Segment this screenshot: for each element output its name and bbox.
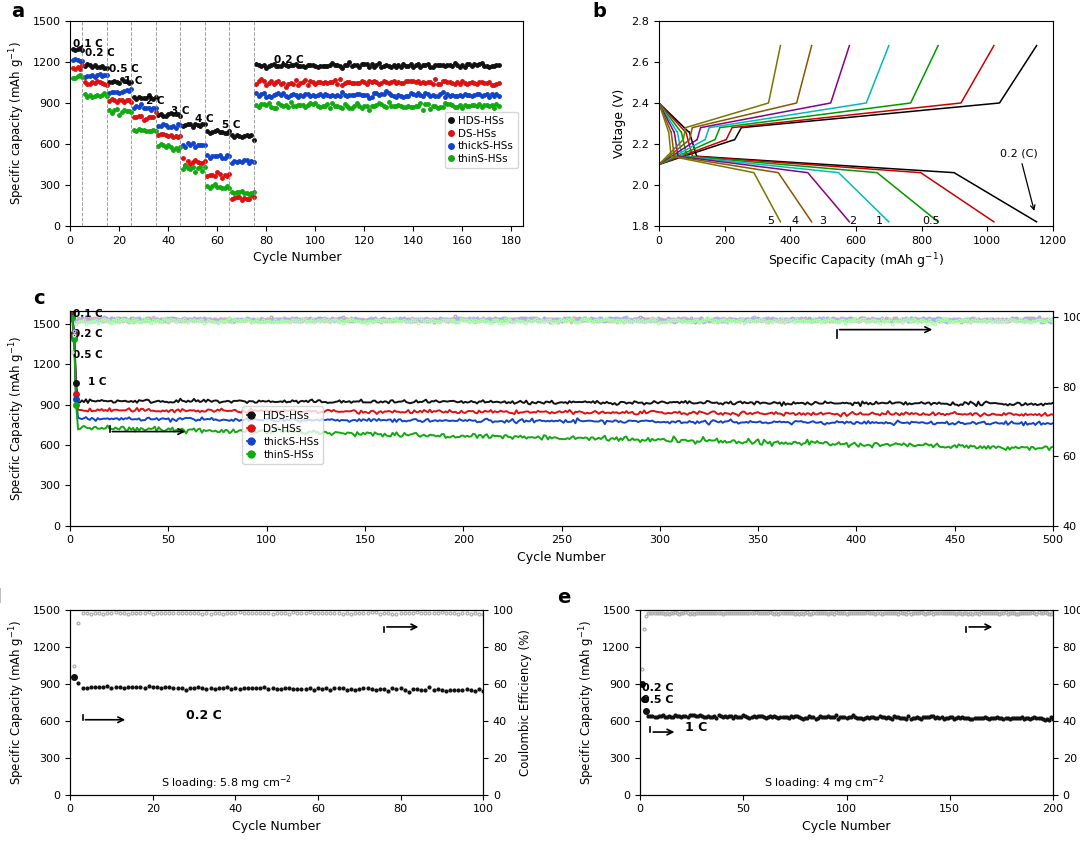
Y-axis label: Specific Capacity (mAh g$^{-1}$): Specific Capacity (mAh g$^{-1}$) (577, 620, 596, 785)
Text: 0.2 (C): 0.2 (C) (1000, 148, 1038, 209)
Text: S loading: 5.8 mg cm$^{-2}$: S loading: 5.8 mg cm$^{-2}$ (161, 773, 292, 791)
X-axis label: Specific Capacity (mAh g$^{-1}$): Specific Capacity (mAh g$^{-1}$) (768, 251, 944, 271)
Y-axis label: Specific capacity (mAh g$^{-1}$): Specific capacity (mAh g$^{-1}$) (8, 41, 27, 205)
Y-axis label: Coulombic Efficiency (%): Coulombic Efficiency (%) (519, 629, 532, 776)
Text: 2 C: 2 C (146, 96, 164, 106)
Text: 0.2 C: 0.2 C (273, 55, 303, 65)
Text: 0.5 C: 0.5 C (643, 695, 674, 705)
Text: 4 C: 4 C (195, 114, 214, 124)
Text: 1 C: 1 C (686, 721, 707, 734)
Text: a: a (11, 2, 25, 21)
Legend: HDS-HSs, DS-HSs, thickS-HSs, thinS-HSs: HDS-HSs, DS-HSs, thickS-HSs, thinS-HSs (445, 112, 518, 168)
Text: 1: 1 (876, 216, 882, 226)
Legend: HDS-HSs, DS-HSs, thickS-HSs, thinS-HSs: HDS-HSs, DS-HSs, thickS-HSs, thinS-HSs (243, 406, 323, 464)
X-axis label: Cycle Number: Cycle Number (517, 551, 606, 564)
Text: 0.5: 0.5 (922, 216, 941, 226)
Text: 5 C: 5 C (222, 120, 241, 130)
Text: 1 C: 1 C (124, 76, 143, 86)
Text: 0.5 C: 0.5 C (73, 351, 103, 360)
Text: 0.2 C: 0.2 C (643, 684, 674, 694)
Text: 3 C: 3 C (171, 106, 189, 116)
Text: 5: 5 (767, 216, 774, 226)
Text: 0.2 C: 0.2 C (73, 330, 103, 340)
Text: b: b (592, 2, 606, 21)
Text: 0.2 C: 0.2 C (85, 48, 114, 58)
Text: 0.2 C: 0.2 C (186, 708, 221, 722)
Text: 1 C: 1 C (87, 377, 107, 387)
Text: S loading: 4 mg cm$^{-2}$: S loading: 4 mg cm$^{-2}$ (764, 773, 885, 791)
Y-axis label: Voltage (V): Voltage (V) (612, 89, 625, 158)
X-axis label: Cycle Number: Cycle Number (253, 251, 341, 264)
Text: 0.1 C: 0.1 C (72, 39, 103, 49)
Text: 0.5 C: 0.5 C (109, 64, 139, 73)
Text: 4: 4 (792, 216, 799, 226)
Text: 2: 2 (849, 216, 856, 226)
Y-axis label: Specific Capacity (mAh g$^{-1}$): Specific Capacity (mAh g$^{-1}$) (8, 336, 27, 501)
X-axis label: Cycle Number: Cycle Number (802, 820, 891, 833)
Y-axis label: Specific Capacity (mAh g$^{-1}$): Specific Capacity (mAh g$^{-1}$) (8, 620, 27, 785)
Text: c: c (32, 289, 44, 308)
Text: e: e (557, 588, 571, 607)
Text: 0.1 C: 0.1 C (73, 309, 103, 319)
Text: 3: 3 (820, 216, 826, 226)
Text: d: d (0, 588, 1, 607)
X-axis label: Cycle Number: Cycle Number (232, 820, 321, 833)
